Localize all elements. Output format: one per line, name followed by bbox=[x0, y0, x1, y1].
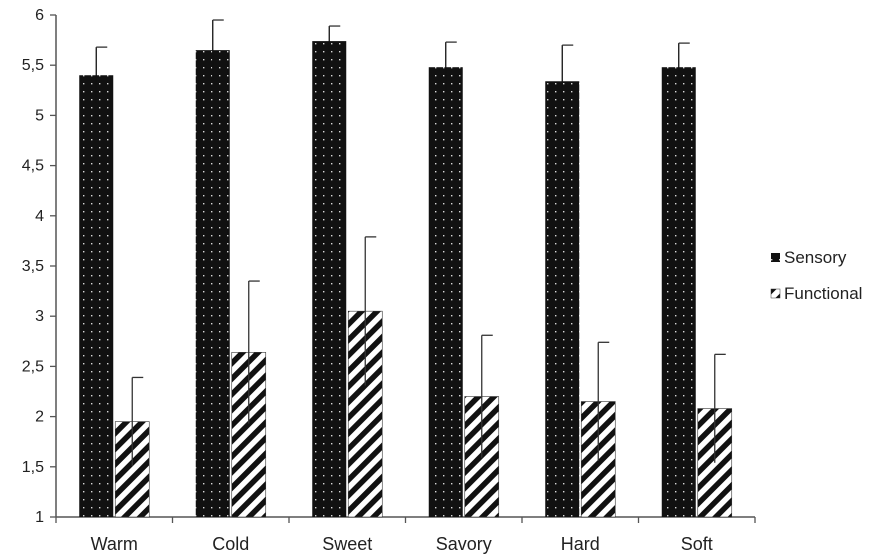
bar-sensory-sweet bbox=[312, 41, 346, 517]
category-label: Soft bbox=[681, 534, 713, 554]
category-label: Cold bbox=[212, 534, 249, 554]
legend-label-sensory: Sensory bbox=[784, 248, 847, 267]
y-tick-label: 5,5 bbox=[22, 57, 44, 74]
category-label: Savory bbox=[436, 534, 492, 554]
y-tick-label: 3 bbox=[35, 308, 44, 325]
y-tick-label: 4,5 bbox=[22, 158, 44, 175]
bars-group bbox=[79, 41, 732, 517]
legend-swatch-sensory bbox=[771, 253, 780, 262]
category-label: Hard bbox=[561, 534, 600, 554]
bar-sensory-hard bbox=[545, 81, 579, 517]
bar-sensory-cold bbox=[196, 50, 230, 517]
error-bars-group bbox=[96, 20, 726, 466]
legend: Sensory Functional bbox=[771, 248, 862, 303]
category-label: Sweet bbox=[322, 534, 372, 554]
category-label: Warm bbox=[91, 534, 138, 554]
y-tick-label: 4 bbox=[35, 208, 44, 225]
y-tick-label: 1,5 bbox=[22, 459, 44, 476]
y-tick-label: 1 bbox=[35, 509, 44, 526]
bar-sensory-warm bbox=[79, 75, 113, 517]
y-tick-label: 5 bbox=[35, 107, 44, 124]
y-tick-label: 3,5 bbox=[22, 258, 44, 275]
y-tick-label: 2 bbox=[35, 409, 44, 426]
legend-label-functional: Functional bbox=[784, 284, 862, 303]
bar-sensory-soft bbox=[662, 67, 696, 517]
bar-sensory-savory bbox=[429, 67, 463, 517]
axes bbox=[50, 15, 755, 523]
legend-swatch-functional bbox=[771, 289, 780, 298]
y-tick-label: 6 bbox=[35, 7, 44, 24]
y-tick-label: 2,5 bbox=[22, 358, 44, 375]
